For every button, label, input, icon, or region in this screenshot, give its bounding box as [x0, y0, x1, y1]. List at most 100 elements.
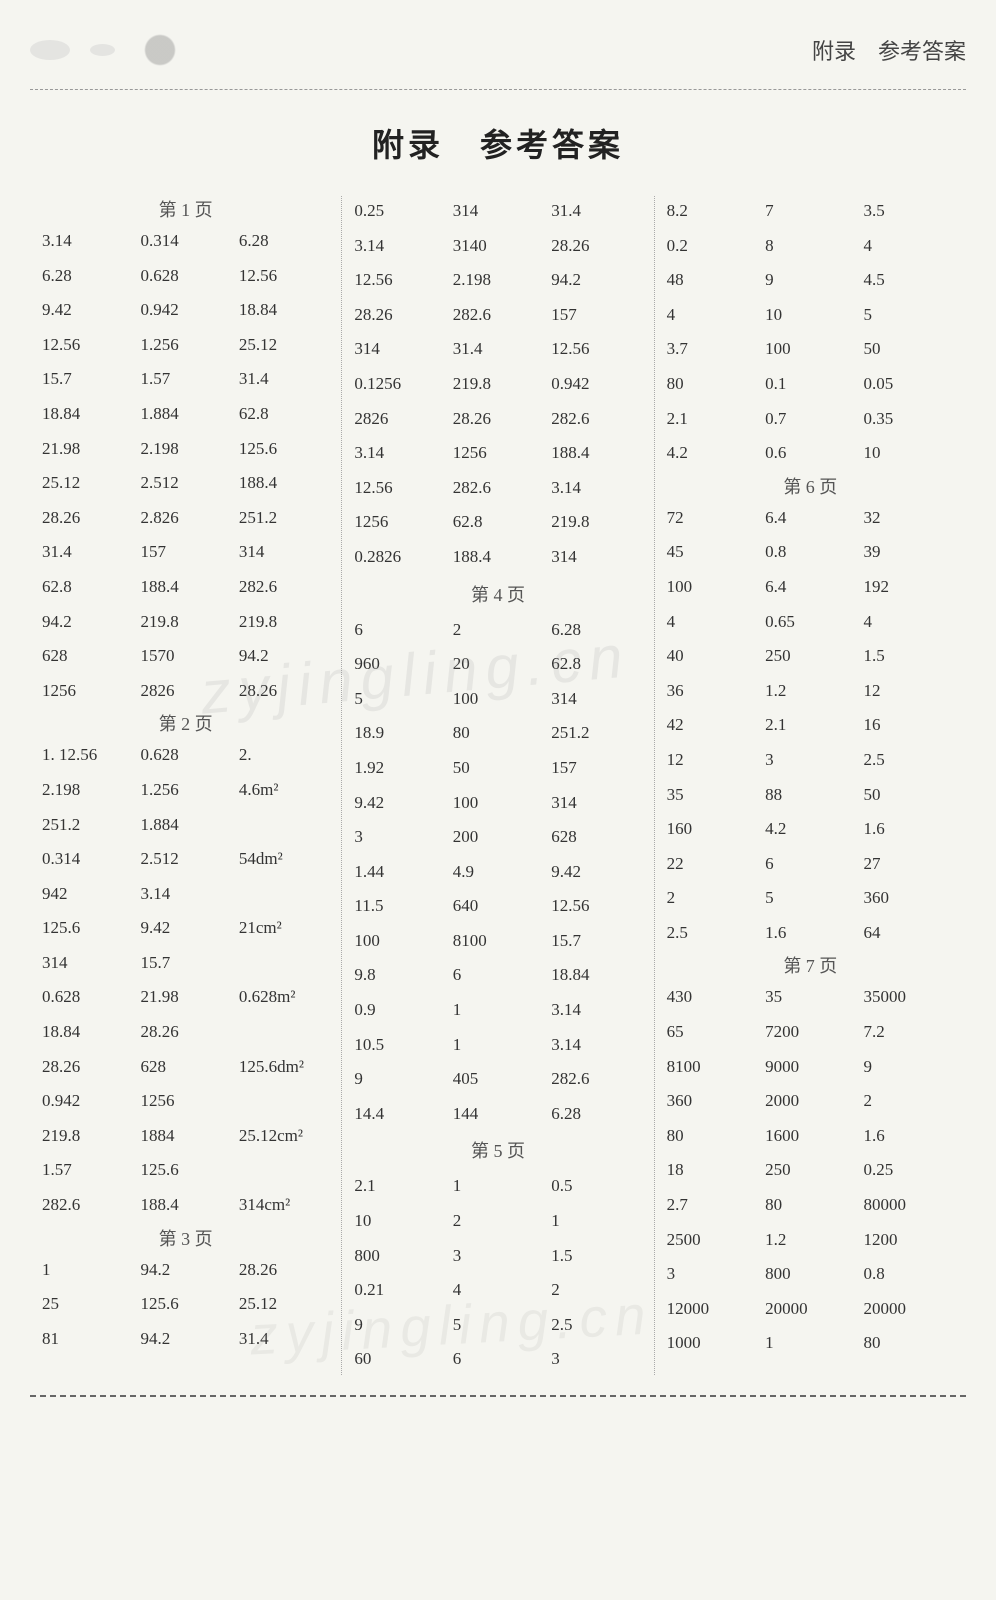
answer-value: 0.9 — [354, 995, 444, 1026]
answer-value: 2826 — [140, 676, 230, 707]
answer-value: 0.628 — [42, 982, 132, 1013]
answer-value: 2 — [864, 1086, 954, 1117]
answer-column: 8.273.50.2844894.541053.710050800.10.052… — [655, 196, 966, 1375]
answer-value: 28.26 — [42, 503, 132, 534]
answer-value: 1 — [765, 1328, 855, 1359]
page-number-label: 第 6 页 — [765, 473, 855, 499]
answer-value: 18.84 — [42, 1017, 132, 1048]
answer-value: 1.884 — [140, 399, 230, 430]
answer-value: 125.6 — [42, 913, 132, 944]
answer-value: 1.5 — [551, 1241, 641, 1272]
answer-value: 628 — [140, 1052, 230, 1083]
answer-value: 2.1 — [354, 1171, 444, 1202]
answer-value: 251.2 — [42, 810, 132, 841]
answer-value: 125.6 — [140, 1155, 230, 1186]
answer-value: 0.628 — [140, 261, 230, 292]
answer-value: 960 — [354, 649, 444, 680]
answer-column: 0.2531431.43.14314028.2612.562.19894.228… — [342, 196, 654, 1375]
answer-value: 10 — [765, 300, 855, 331]
answer-value: 12.56 — [551, 334, 641, 365]
answer-value: 314 — [551, 684, 641, 715]
answer-value: 4.2 — [765, 814, 855, 845]
empty-cell — [42, 710, 132, 736]
sun-icon — [135, 25, 185, 75]
answer-value: 100 — [453, 684, 543, 715]
answer-value: 81 — [42, 1324, 132, 1355]
answer-value: 20 — [453, 649, 543, 680]
answer-value: 9.42 — [551, 857, 641, 888]
answer-value: 94.2 — [140, 1255, 230, 1286]
answer-value: 1.6 — [765, 918, 855, 949]
answer-value: 314 — [551, 542, 641, 573]
answer-value: 62.8 — [239, 399, 329, 430]
answer-value: 0.628 — [140, 740, 230, 771]
answer-value: 800 — [765, 1259, 855, 1290]
answer-value: 3.14 — [354, 438, 444, 469]
empty-cell — [864, 952, 954, 978]
answer-value: 0.8 — [864, 1259, 954, 1290]
answer-value: 80000 — [864, 1190, 954, 1221]
answer-value: 4.5 — [864, 265, 954, 296]
answer-value: 0.314 — [42, 844, 132, 875]
answer-value: 10.5 — [354, 1030, 444, 1061]
answer-value: 100 — [453, 788, 543, 819]
answer-value: 0.2 — [667, 231, 757, 262]
answer-value: 2 — [551, 1275, 641, 1306]
answer-value: 4 — [667, 607, 757, 638]
answer-value: 251.2 — [239, 503, 329, 534]
answer-value: 4 — [453, 1275, 543, 1306]
answer-value: 430 — [667, 982, 757, 1013]
answer-value: 0.05 — [864, 369, 954, 400]
answer-value: 219.8 — [140, 607, 230, 638]
answer-value: 94.2 — [551, 265, 641, 296]
answer-value: 3.14 — [551, 995, 641, 1026]
answer-value: 3.14 — [551, 1030, 641, 1061]
answer-value: 2.512 — [140, 844, 230, 875]
answer-value: 6 — [453, 960, 543, 991]
answer-value — [239, 879, 329, 910]
answer-value: 12.56 — [354, 265, 444, 296]
answer-value — [239, 948, 329, 979]
answer-value: 25 — [42, 1289, 132, 1320]
answer-value: 7200 — [765, 1017, 855, 1048]
answer-value: 282.6 — [453, 300, 543, 331]
answer-value: 4.9 — [453, 857, 543, 888]
answer-value: 22 — [667, 849, 757, 880]
answer-value: 6 — [354, 615, 444, 646]
page-number-label: 第 4 页 — [354, 577, 641, 611]
empty-cell — [239, 710, 329, 736]
answer-value: 2.5 — [551, 1310, 641, 1341]
answer-value: 2.198 — [453, 265, 543, 296]
answer-value: 28.26 — [42, 1052, 132, 1083]
answer-value: 0.6 — [765, 438, 855, 469]
answer-value: 125.6 — [140, 1289, 230, 1320]
answer-value: 31.4 — [239, 364, 329, 395]
answer-value: 80 — [453, 718, 543, 749]
answer-value: 62.8 — [453, 507, 543, 538]
answer-value: 25.12 — [42, 468, 132, 499]
answer-value: 8 — [765, 231, 855, 262]
answer-value: 2.198 — [42, 775, 132, 806]
answer-value: 188.4 — [453, 542, 543, 573]
answer-value: 157 — [551, 300, 641, 331]
answer-value: 50 — [864, 780, 954, 811]
answer-value: 1600 — [765, 1121, 855, 1152]
answer-value: 9.42 — [140, 913, 230, 944]
answer-value: 7.2 — [864, 1017, 954, 1048]
answer-value: 1.884 — [140, 810, 230, 841]
answer-value: 1.44 — [354, 857, 444, 888]
answer-value: 1.92 — [354, 753, 444, 784]
answer-value: 1.6 — [864, 814, 954, 845]
answer-value: 282.6 — [42, 1190, 132, 1221]
answer-value: 100 — [354, 926, 444, 957]
answer-value: 11.5 — [354, 891, 444, 922]
answer-value: 188.4 — [140, 1190, 230, 1221]
page-number-label: 第 5 页 — [354, 1133, 641, 1167]
answer-value: 15.7 — [140, 948, 230, 979]
answer-value: 3 — [765, 745, 855, 776]
answer-value: 4 — [864, 607, 954, 638]
answer-value: 48 — [667, 265, 757, 296]
answer-value: 0.8 — [765, 537, 855, 568]
answer-value: 4 — [864, 231, 954, 262]
answer-value: 314 — [42, 948, 132, 979]
